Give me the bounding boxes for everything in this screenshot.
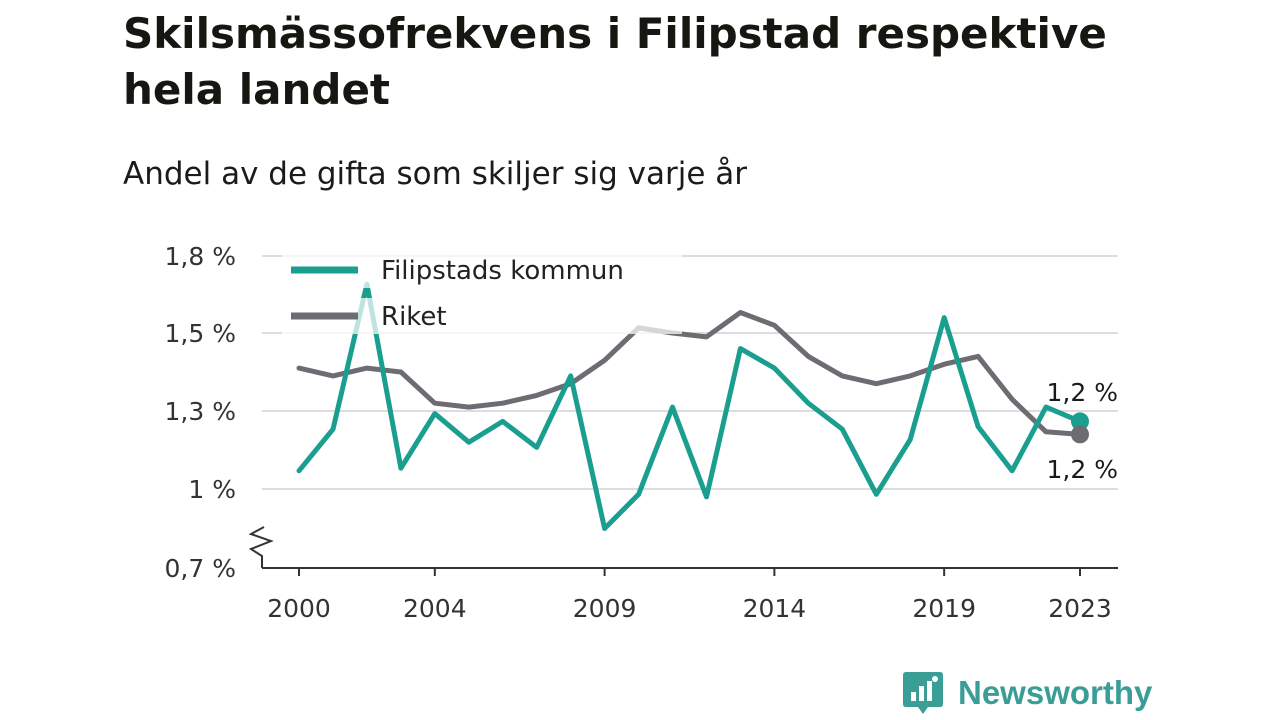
y-tick-label: 1,8 % [165,242,236,271]
y-tick-label: 1 % [188,475,236,504]
y-axis-break [248,526,274,568]
x-tick-label: 2004 [403,594,467,623]
series-endpoints: 1,2 % 1,2 % [1047,378,1118,484]
brand-name: Newsworthy [958,674,1153,711]
legend: Filipstads kommun Riket [282,252,682,334]
legend-label: Riket [381,302,447,332]
series-line [296,281,1083,531]
line-chart: 0,7 % 1 % 1,3 % 1,5 % 1,8 % 2000 2004 2009 2014… [165,242,1118,623]
chart-title: Skilsmässofrekvens i Filipstad respektiv… [123,9,1107,114]
newsworthy-logo: Newsworthy [902,670,1152,716]
y-tick-label: 1,5 % [165,319,236,348]
series-lines [296,281,1083,531]
series-line [296,310,1083,437]
x-tick-label: 2000 [267,594,331,623]
y-tick-label: 1,3 % [165,397,236,426]
x-axis [248,526,1118,576]
x-tick-label: 2009 [573,594,637,623]
end-value-label: 1,2 % [1047,378,1118,407]
x-tick-label: 2014 [743,594,807,623]
x-tick-label: 2019 [912,594,976,623]
y-tick-label: 0,7 % [165,554,236,583]
x-axis-labels: 2000 2004 2009 2014 2019 2023 [267,594,1112,623]
x-tick-label: 2023 [1048,594,1112,623]
chart-subtitle: Andel av de gifta som skiljer sig varje … [123,156,747,192]
end-value-label: 1,2 % [1047,455,1118,484]
newsworthy-logo-icon [903,672,943,714]
series-endpoint [1071,412,1089,431]
y-axis-labels: 0,7 % 1 % 1,3 % 1,5 % 1,8 % [165,242,236,583]
legend-label: Filipstads kommun [381,256,624,286]
series-endpoint [1071,425,1089,444]
